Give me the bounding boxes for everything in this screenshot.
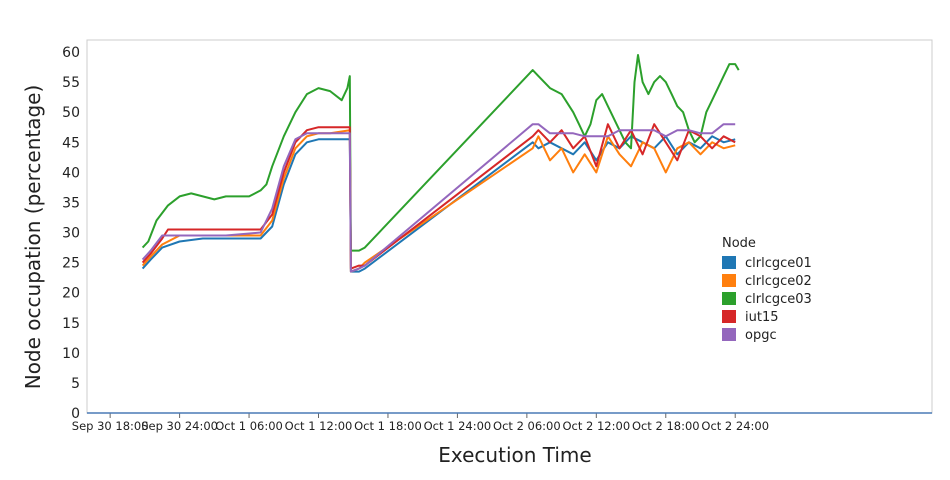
x-tick-label: Sep 30 24:00 — [141, 419, 218, 433]
y-tick-label: 40 — [62, 165, 80, 181]
y-tick-label: 20 — [62, 286, 80, 302]
y-tick-label: 0 — [71, 406, 80, 422]
legend-swatch-iut15 — [722, 310, 736, 323]
x-tick-label: Oct 2 06:00 — [493, 419, 561, 433]
legend-swatch-clrlcgce03 — [722, 292, 736, 305]
legend-swatch-clrlcgce01 — [722, 256, 736, 269]
x-tick-label: Oct 1 18:00 — [354, 419, 422, 433]
x-tick-label: Oct 1 12:00 — [285, 419, 353, 433]
y-axis-label: Node occupation (percentage) — [21, 85, 45, 390]
legend-swatch-clrlcgce02 — [722, 274, 736, 287]
y-tick-label: 30 — [62, 226, 80, 242]
x-tick-label: Oct 2 12:00 — [562, 419, 630, 433]
series-line-clrlcgce02 — [141, 129, 736, 273]
series-line-clrlcgce01 — [141, 135, 736, 273]
y-tick-label: 35 — [62, 195, 80, 211]
y-tick-label: 55 — [62, 75, 80, 91]
y-tick-label: 5 — [71, 376, 80, 392]
legend-label-clrlcgce01: clrlcgce01 — [745, 256, 812, 271]
series-line-clrlcgce03 — [141, 54, 740, 252]
legend-swatch-opgc — [722, 328, 736, 341]
x-tick-label: Oct 1 24:00 — [424, 419, 492, 433]
y-axis-ticks: 0 5 10 15 20 25 30 35 40 45 50 55 60 — [62, 45, 80, 422]
legend-label-opgc: opgc — [745, 328, 777, 343]
legend-label-clrlcgce02: clrlcgce02 — [745, 274, 812, 289]
x-axis-label: Execution Time — [438, 443, 591, 467]
legend-label-iut15: iut15 — [745, 310, 779, 325]
y-tick-label: 45 — [62, 135, 80, 151]
series-line-iut15 — [141, 123, 736, 270]
y-tick-label: 60 — [62, 45, 80, 61]
legend: Node clrlcgce01 clrlcgce02 clrlcgce03 iut15… — [722, 236, 812, 343]
x-tick-label: Oct 2 18:00 — [632, 419, 700, 433]
x-tick-label: Oct 1 06:00 — [215, 419, 283, 433]
y-tick-label: 15 — [62, 316, 80, 332]
x-tick-label: Oct 2 24:00 — [701, 419, 769, 433]
y-tick-label: 50 — [62, 105, 80, 121]
x-tick-label: Sep 30 18:00 — [72, 419, 149, 433]
y-tick-label: 10 — [62, 346, 80, 362]
y-tick-label: 25 — [62, 256, 80, 272]
legend-title: Node — [722, 236, 756, 251]
series-line-opgc — [141, 123, 736, 273]
legend-label-clrlcgce03: clrlcgce03 — [745, 292, 812, 307]
series-lines — [141, 54, 740, 273]
plot-area-frame — [86, 39, 933, 414]
